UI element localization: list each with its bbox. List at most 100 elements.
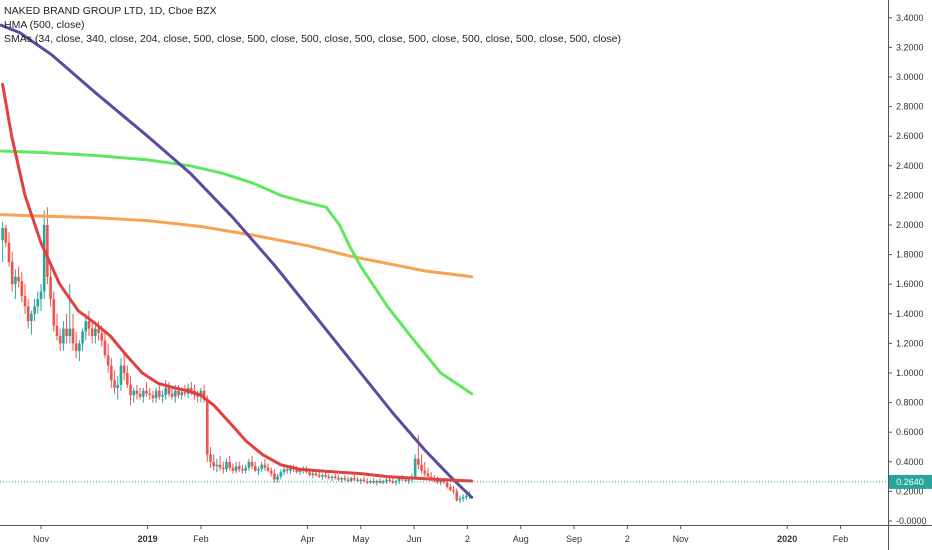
candle-down xyxy=(346,479,350,482)
candle-up xyxy=(458,498,462,501)
candle-down xyxy=(333,476,337,479)
candle-up xyxy=(276,476,279,480)
candle-down xyxy=(49,276,52,299)
candle-down xyxy=(205,399,209,455)
candle-down xyxy=(129,384,132,396)
candle-down xyxy=(190,387,193,391)
candle-up xyxy=(42,225,46,292)
candle-down xyxy=(65,328,68,336)
candle-down xyxy=(391,481,395,483)
candle-down xyxy=(10,262,14,285)
candle-up xyxy=(321,475,324,477)
candle-up xyxy=(394,481,398,483)
candle-up xyxy=(174,390,177,397)
candle-up xyxy=(116,384,120,388)
candle-up xyxy=(14,276,17,285)
candle-down xyxy=(237,466,241,470)
candle-up xyxy=(247,461,251,468)
candle-up xyxy=(260,464,263,470)
candle-down xyxy=(404,479,407,482)
candle-up xyxy=(164,387,168,396)
candle-down xyxy=(426,473,430,477)
candle-up xyxy=(1,227,4,240)
y-tick-label: 1.8000 xyxy=(896,250,924,260)
x-tick-label: 2 xyxy=(625,534,630,544)
y-tick-label: 2.8000 xyxy=(896,102,924,112)
y-tick-label: -0.0000 xyxy=(896,516,927,526)
candle-down xyxy=(138,393,142,397)
y-tick-label: 0.4000 xyxy=(896,457,924,467)
candle-down xyxy=(7,242,11,262)
candle-down xyxy=(23,296,27,307)
candle-down xyxy=(74,343,78,351)
y-tick-label: 1.4000 xyxy=(896,309,924,319)
candle-up xyxy=(330,476,334,479)
candle-down xyxy=(167,387,171,394)
y-tick-label: 0.8000 xyxy=(896,398,924,408)
candle-down xyxy=(356,479,359,482)
candle-up xyxy=(39,291,43,299)
candle-down xyxy=(337,478,340,480)
x-tick-label: Apr xyxy=(300,534,314,544)
candle-down xyxy=(228,461,231,468)
y-tick-label: 2.4000 xyxy=(896,161,924,171)
candle-up xyxy=(375,481,379,483)
x-tick-label: 2020 xyxy=(777,534,797,544)
x-tick-label: Feb xyxy=(833,534,849,544)
candle-up xyxy=(62,328,65,344)
candle-up xyxy=(154,390,158,399)
y-tick-label: 1.0000 xyxy=(896,368,924,378)
candle-up xyxy=(180,392,184,396)
x-tick-label: 2 xyxy=(465,534,470,544)
candle-down xyxy=(241,469,244,471)
smas-legend: SMAs (34, close, 340, close, 204, close,… xyxy=(4,33,621,45)
y-tick-label: 3.4000 xyxy=(896,13,924,23)
y-tick-label: 3.2000 xyxy=(896,42,924,52)
candle-down xyxy=(177,390,180,396)
candle-down xyxy=(436,479,439,483)
candle-down xyxy=(314,473,318,476)
candle-up xyxy=(68,328,72,336)
candle-up xyxy=(359,479,363,482)
candle-down xyxy=(158,390,161,397)
candle-down xyxy=(151,395,155,399)
candle-down xyxy=(417,458,420,465)
candle-up xyxy=(465,495,468,498)
candle-down xyxy=(26,306,30,322)
x-tick-label: Feb xyxy=(193,534,209,544)
candle-down xyxy=(253,466,257,471)
candle-down xyxy=(145,390,148,394)
plot-area xyxy=(0,0,888,525)
candle-up xyxy=(161,395,164,397)
candle-up xyxy=(225,461,228,470)
candle-up xyxy=(36,299,40,307)
candle-down xyxy=(295,469,299,473)
candle-down xyxy=(388,479,391,482)
candle-down xyxy=(449,486,452,490)
candle-down xyxy=(221,467,225,470)
candle-down xyxy=(442,481,446,483)
candle-down xyxy=(273,473,276,480)
candle-down xyxy=(212,461,215,467)
candle-up xyxy=(298,470,302,473)
sma-34-line xyxy=(1,82,474,483)
symbol-title: NAKED BRAND GROUP LTD, 1D, Cboe BZX xyxy=(4,5,217,17)
candle-down xyxy=(106,355,110,366)
candle-up xyxy=(94,328,97,336)
candle-down xyxy=(266,467,270,471)
candle-down xyxy=(170,393,174,397)
candle-down xyxy=(429,476,433,479)
candle-down xyxy=(103,340,107,356)
candle-down xyxy=(423,470,427,474)
candle-down xyxy=(209,454,212,462)
sma-orange-line xyxy=(0,213,474,279)
x-tick-label: May xyxy=(352,534,370,544)
candle-up xyxy=(461,497,465,499)
candle-down xyxy=(324,475,327,477)
candle-down xyxy=(353,478,356,480)
y-tick-label: 0.6000 xyxy=(896,427,924,437)
candle-up xyxy=(81,331,84,344)
candle-up xyxy=(142,390,145,397)
candle-down xyxy=(378,481,382,483)
